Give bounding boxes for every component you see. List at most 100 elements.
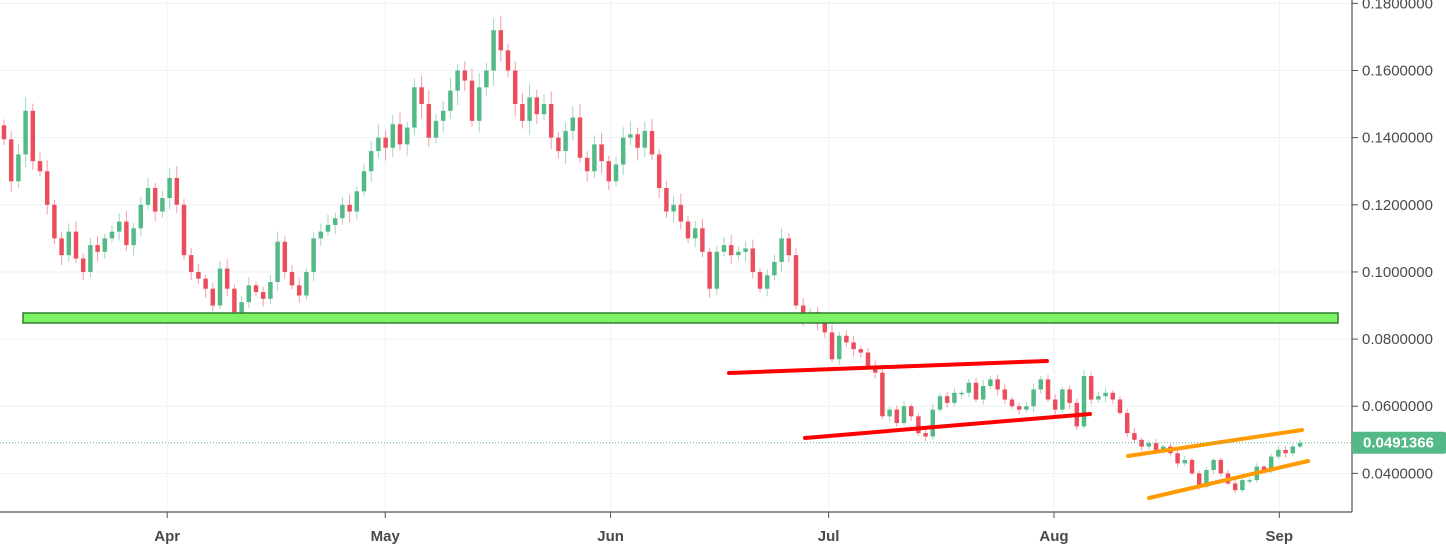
candle-165	[1189, 457, 1195, 476]
candle-117	[844, 330, 849, 347]
candle-141	[1016, 402, 1022, 415]
candle-body-34	[246, 285, 252, 303]
candle-139	[1002, 384, 1008, 404]
candle-body-106	[764, 275, 770, 289]
candle-body-138	[995, 379, 1000, 390]
candle-73	[527, 83, 532, 135]
candle-body-141	[1016, 406, 1022, 410]
candle-172	[1240, 478, 1245, 493]
candle-85	[613, 156, 619, 187]
candle-body-111	[800, 305, 806, 319]
orange-channel-lower-line[interactable]	[1147, 459, 1310, 500]
y-tick-label-3: 0.1200000	[1362, 197, 1433, 214]
candle-body-171	[1232, 483, 1238, 491]
y-tick-label-4: 0.1000000	[1362, 264, 1433, 281]
candle-body-137	[988, 379, 993, 387]
candle-body-66	[476, 87, 482, 121]
candle-30	[217, 261, 223, 310]
candle-body-130	[937, 396, 943, 410]
candle-body-177	[1276, 449, 1281, 457]
candle-body-7	[52, 204, 57, 239]
candle-body-164	[1182, 459, 1188, 464]
candle-body-119	[858, 349, 864, 353]
candle-144	[1038, 376, 1044, 394]
candle-53	[383, 130, 388, 161]
candle-66	[476, 73, 482, 133]
candle-body-152	[1096, 396, 1101, 400]
candle-80	[577, 104, 583, 164]
candle-body-108	[779, 238, 784, 262]
candle-10	[73, 221, 79, 263]
candle-body-102	[736, 251, 741, 256]
candle-20	[145, 177, 151, 210]
candle-body-109	[786, 238, 792, 256]
candle-body-144	[1038, 379, 1044, 390]
candle-body-84	[606, 161, 612, 182]
candle-body-122	[880, 372, 885, 417]
candle-body-155	[1117, 399, 1123, 413]
candle-body-100	[721, 245, 727, 252]
candle-123	[887, 406, 892, 422]
candle-151	[1088, 372, 1094, 405]
candle-108	[779, 228, 784, 272]
candle-body-151	[1088, 376, 1094, 400]
candle-71	[512, 61, 518, 117]
candle-body-103	[743, 248, 748, 252]
candle-body-82	[592, 144, 597, 172]
candle-body-126	[908, 406, 914, 417]
candle-body-31	[224, 268, 230, 289]
candle-body-25	[181, 204, 187, 256]
candle-136	[980, 380, 986, 405]
candle-body-134	[966, 382, 972, 393]
candle-body-59	[426, 104, 432, 138]
candle-87	[628, 121, 633, 146]
candle-body-56	[404, 127, 410, 145]
candle-65	[469, 68, 475, 127]
candle-102	[736, 246, 741, 261]
candle-body-63	[455, 70, 460, 91]
candle-92	[664, 180, 669, 218]
candle-body-146	[1052, 399, 1058, 410]
candle-13	[95, 236, 100, 262]
candle-103	[743, 241, 748, 262]
candle-147	[1060, 386, 1065, 413]
candle-body-97	[700, 228, 705, 252]
candle-body-57	[412, 87, 417, 128]
candle-body-142	[1024, 406, 1029, 410]
candle-146	[1052, 394, 1058, 415]
candle-153	[1103, 387, 1108, 403]
candle-180	[1297, 439, 1303, 449]
candle-98	[707, 247, 712, 298]
red-channel-lower-line[interactable]	[803, 412, 1092, 440]
candle-body-81	[584, 157, 590, 172]
candle-body-43	[311, 238, 316, 272]
candle-body-6	[44, 171, 50, 205]
candle-body-88	[635, 134, 640, 148]
candle-40	[289, 265, 295, 290]
candle-body-9	[66, 231, 72, 256]
candle-body-75	[541, 104, 547, 115]
candle-body-14	[102, 238, 108, 252]
candle-body-129	[930, 409, 936, 437]
candle-107	[772, 254, 777, 281]
y-tick-label-1: 0.1600000	[1362, 63, 1433, 80]
candle-body-74	[534, 97, 540, 115]
candle-155	[1117, 395, 1123, 416]
candle-body-46	[332, 218, 338, 225]
candle-body-133	[959, 392, 964, 395]
candle-body-51	[368, 151, 374, 172]
candle-body-20	[145, 188, 151, 205]
red-channel-upper-line[interactable]	[727, 359, 1049, 375]
candle-body-8	[59, 238, 64, 256]
candle-body-19	[138, 204, 144, 229]
candle-body-90	[649, 130, 655, 155]
candle-26	[188, 248, 194, 281]
candle-body-48	[347, 204, 352, 212]
candle-106	[764, 269, 770, 297]
support-zone-rectangle[interactable]	[22, 312, 1339, 324]
candle-129	[930, 404, 936, 440]
candle-4	[30, 103, 36, 171]
candle-body-42	[304, 271, 309, 296]
candle-75	[541, 94, 547, 121]
